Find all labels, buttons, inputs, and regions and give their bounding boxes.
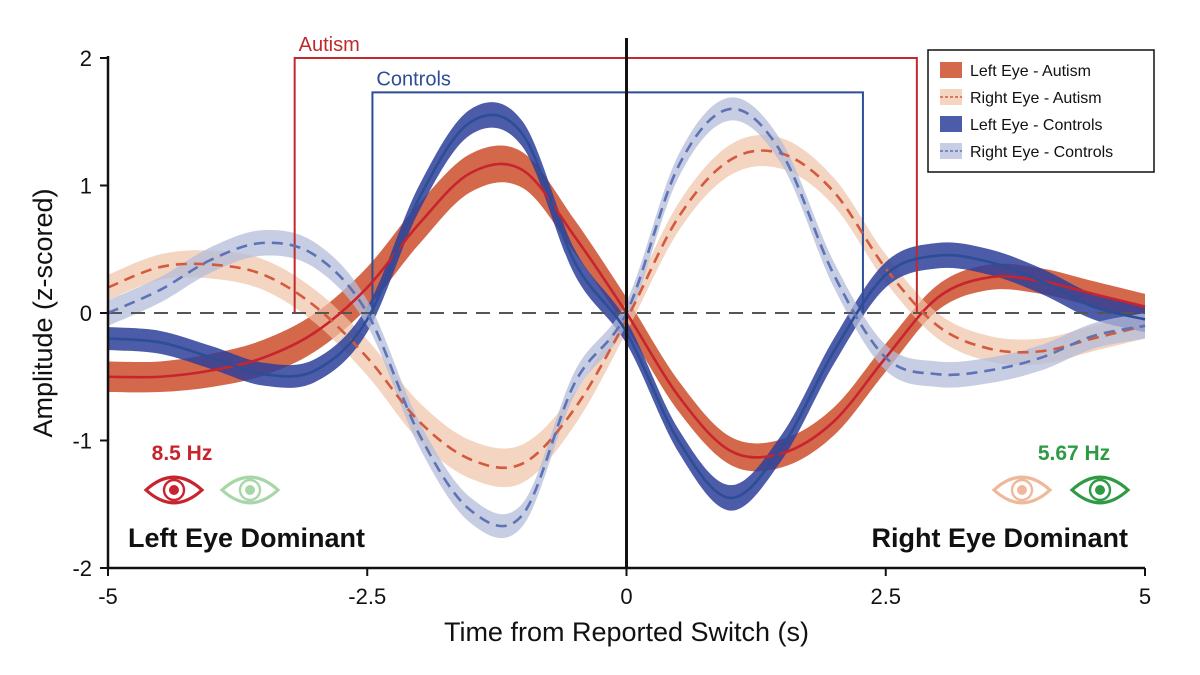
eye-iris bbox=[238, 478, 262, 502]
legend-swatch bbox=[940, 62, 962, 78]
legend-item: Right Eye - Autism bbox=[940, 89, 1102, 107]
legend-item: Right Eye - Controls bbox=[940, 143, 1113, 161]
annotation-brackets: Autism Controls bbox=[293, 34, 918, 313]
y-tick-label: -1 bbox=[72, 429, 92, 454]
x-ticks: -5 -2.5 0 2.5 5 bbox=[98, 568, 1151, 609]
y-tick-label: 1 bbox=[80, 174, 92, 199]
eye-pupil bbox=[169, 485, 179, 495]
y-axis-label: Amplitude (z-scored) bbox=[28, 188, 58, 437]
bracket-autism bbox=[293, 57, 918, 313]
axes: -5 -2.5 0 2.5 5 -2 -1 0 1 2 Time from Reported S… bbox=[28, 46, 1151, 647]
x-axis-label: Time from Reported Switch (s) bbox=[444, 617, 809, 647]
x-tick-label: 0 bbox=[620, 584, 632, 609]
legend-item: Left Eye - Controls bbox=[940, 116, 1103, 134]
eye-icon-right-faded-orange bbox=[991, 475, 1053, 505]
x-tick-label: 2.5 bbox=[870, 584, 901, 609]
eye-pupil bbox=[245, 485, 255, 495]
bracket-controls bbox=[371, 91, 864, 313]
legend-label: Left Eye - Autism bbox=[970, 63, 1091, 80]
x-tick-label: -5 bbox=[98, 584, 118, 609]
legend-label: Right Eye - Autism bbox=[970, 90, 1102, 107]
right-frequency-label: 5.67 Hz bbox=[1038, 442, 1110, 465]
bracket-label-autism: Autism bbox=[299, 34, 360, 56]
eye-outline bbox=[991, 475, 1053, 505]
dominance-overlay: 8.5 Hz 5.67 Hz Left Eye Dominant Right E… bbox=[128, 442, 1131, 553]
eye-icon-right-dominant-green bbox=[1069, 475, 1131, 505]
x-tick-label: 5 bbox=[1139, 584, 1151, 609]
legend: Left Eye - Autism Right Eye - Autism Left … bbox=[927, 49, 1155, 173]
eye-outline bbox=[219, 475, 281, 505]
line-left-eye-controls bbox=[108, 113, 1146, 500]
y-tick-label: 0 bbox=[80, 301, 92, 326]
eye-iris bbox=[1010, 478, 1034, 502]
eye-iris bbox=[1088, 478, 1112, 502]
legend-items: Left Eye - Autism Right Eye - Autism Left … bbox=[940, 62, 1113, 161]
eye-outline bbox=[143, 475, 205, 505]
eye-icon-left-dominant-red bbox=[143, 475, 205, 505]
eye-outline bbox=[1069, 475, 1131, 505]
legend-swatch bbox=[940, 116, 962, 132]
eye-pupil bbox=[1095, 485, 1105, 495]
y-tick-label: 2 bbox=[80, 46, 92, 71]
legend-label: Right Eye - Controls bbox=[970, 144, 1113, 161]
eye-pupil bbox=[1017, 485, 1027, 495]
left-eye-dominant-label: Left Eye Dominant bbox=[128, 523, 365, 553]
right-eye-dominant-label: Right Eye Dominant bbox=[871, 523, 1128, 553]
legend-box bbox=[927, 49, 1155, 173]
legend-label: Left Eye - Controls bbox=[970, 117, 1103, 134]
legend-item: Left Eye - Autism bbox=[940, 62, 1091, 80]
y-ticks: -2 -1 0 1 2 bbox=[72, 46, 108, 581]
left-frequency-label: 8.5 Hz bbox=[152, 442, 213, 465]
eye-iris bbox=[162, 478, 186, 502]
x-tick-label: -2.5 bbox=[348, 584, 386, 609]
eye-icon-left-faded-green bbox=[219, 475, 281, 505]
y-tick-label: -2 bbox=[72, 556, 92, 581]
bracket-label-controls: Controls bbox=[376, 68, 450, 90]
